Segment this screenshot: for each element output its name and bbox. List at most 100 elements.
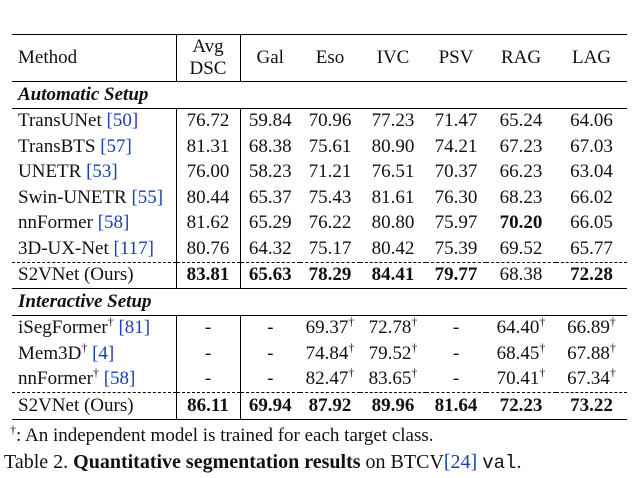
citation: [117] (113, 237, 154, 259)
value-cell: 87.92 (300, 392, 360, 420)
value-cell: 72.23 (486, 392, 556, 420)
value-cell: - (426, 367, 486, 393)
data-row: S2VNet (Ours) 86.11 69.94 87.92 89.96 81.64 72… (12, 392, 627, 420)
value-cell: - (176, 315, 241, 341)
value-cell: 59.84 (240, 108, 300, 134)
footnote-mark: † (10, 422, 16, 437)
value-cell: - (426, 341, 486, 367)
value-cell: 71.47 (426, 108, 486, 134)
value-text: 75.39 (434, 237, 478, 259)
value-text: 68.23 (499, 186, 543, 208)
method-cell: Mem3D† [4] (12, 340, 177, 367)
value-text: 72.78 (368, 317, 412, 339)
method-name: TransBTS (18, 135, 96, 157)
value-cell: 80.44 (176, 185, 241, 211)
section-row: Automatic Setup (12, 81, 627, 109)
value-cell: 66.89† (556, 315, 627, 341)
value-text: 76.30 (434, 186, 478, 208)
method-cell: UNETR [53] (12, 159, 177, 185)
value-cell: - (426, 315, 486, 341)
value-text: 76.22 (308, 212, 352, 234)
method-cell: S2VNet (Ours) (12, 392, 177, 420)
value-text: 71.21 (308, 161, 352, 183)
citation: [58] (103, 368, 136, 390)
header-text: DSC (189, 58, 227, 79)
value-text: 80.76 (186, 237, 230, 259)
value-cell: 84.41 (360, 261, 426, 289)
value-text: 69.52 (499, 237, 543, 259)
value-mark: † (348, 365, 355, 380)
data-row: UNETR [53] 76.00 58.23 71.21 76.51 70.37 66.23… (12, 159, 627, 186)
value-text: 80.42 (371, 237, 415, 259)
value-cell: 83.65† (360, 367, 426, 393)
value-cell: 69.94 (240, 392, 300, 420)
value-cell: 75.61 (300, 134, 360, 160)
value-text: - (452, 342, 460, 364)
value-text: 86.11 (187, 394, 229, 416)
header-cell: IVC (360, 34, 426, 82)
method-mark: † (92, 365, 99, 380)
value-text: 74.84 (305, 342, 349, 364)
caption-end: . (516, 451, 522, 473)
value-cell: 71.21 (300, 160, 360, 186)
header-cell: Avg DSC (176, 34, 241, 82)
value-text: 81.31 (186, 135, 230, 157)
value-mark: † (609, 340, 616, 355)
citation: [57] (100, 135, 132, 157)
value-cell: 80.80 (360, 211, 426, 237)
value-text: 59.84 (248, 110, 292, 132)
value-cell: 66.02 (556, 185, 627, 211)
value-cell: 70.41† (486, 367, 556, 393)
value-text: 81.64 (434, 394, 478, 416)
method-name: iSegFormer (18, 317, 108, 339)
value-text: 70.37 (434, 161, 478, 183)
header-text: IVC (376, 47, 410, 68)
method-cell: TransUNet [50] (12, 108, 177, 134)
value-cell: 74.21 (426, 134, 486, 160)
value-text: 68.38 (248, 135, 292, 157)
value-cell: 65.24 (486, 108, 556, 134)
value-text: - (267, 342, 274, 364)
value-text: 64.32 (248, 237, 292, 259)
value-text: 78.29 (308, 264, 352, 286)
value-text: 65.37 (248, 186, 292, 208)
value-text: 67.03 (570, 135, 613, 157)
value-text: 70.41 (496, 368, 540, 390)
value-mark: † (348, 314, 355, 329)
method-name: UNETR (18, 161, 82, 183)
value-text: 79.52 (368, 342, 412, 364)
value-text: 67.34 (567, 368, 610, 390)
value-cell: 73.22 (556, 392, 627, 420)
value-text: 73.22 (570, 394, 613, 416)
header-text: Avg (192, 36, 224, 57)
value-cell: - (176, 366, 241, 393)
value-cell: 63.04 (556, 160, 627, 186)
value-cell: 77.23 (360, 108, 426, 134)
value-text: 75.97 (434, 212, 478, 234)
value-text: 68.45 (496, 342, 540, 364)
method-name: Mem3D (18, 342, 82, 364)
value-text: 81.61 (371, 186, 415, 208)
header-text: RAG (500, 47, 542, 68)
method-mark: † (81, 340, 88, 355)
method-cell: 3D-UX-Net [117] (12, 236, 177, 262)
footnote: †: An independent model is trained for e… (10, 422, 434, 447)
value-text: 68.38 (499, 264, 543, 286)
citation: [58] (97, 212, 130, 234)
value-cell: 70.96 (300, 108, 360, 134)
value-cell: 65.63 (240, 261, 300, 289)
value-cell: 67.88† (556, 341, 627, 367)
value-cell: 69.52 (486, 236, 556, 262)
header-text: PSV (438, 47, 474, 68)
value-cell: 75.39 (426, 236, 486, 262)
value-text: 80.80 (371, 212, 415, 234)
header-text: LAG (571, 47, 612, 68)
value-text: 77.23 (371, 110, 415, 132)
value-cell: - (240, 315, 300, 341)
value-cell: 74.84† (300, 341, 360, 367)
value-cell: 64.32 (240, 236, 300, 262)
value-cell: 66.23 (486, 160, 556, 186)
header-text: Gal (256, 47, 284, 68)
value-cell: 70.20 (486, 211, 556, 237)
citation: [81] (118, 317, 151, 339)
